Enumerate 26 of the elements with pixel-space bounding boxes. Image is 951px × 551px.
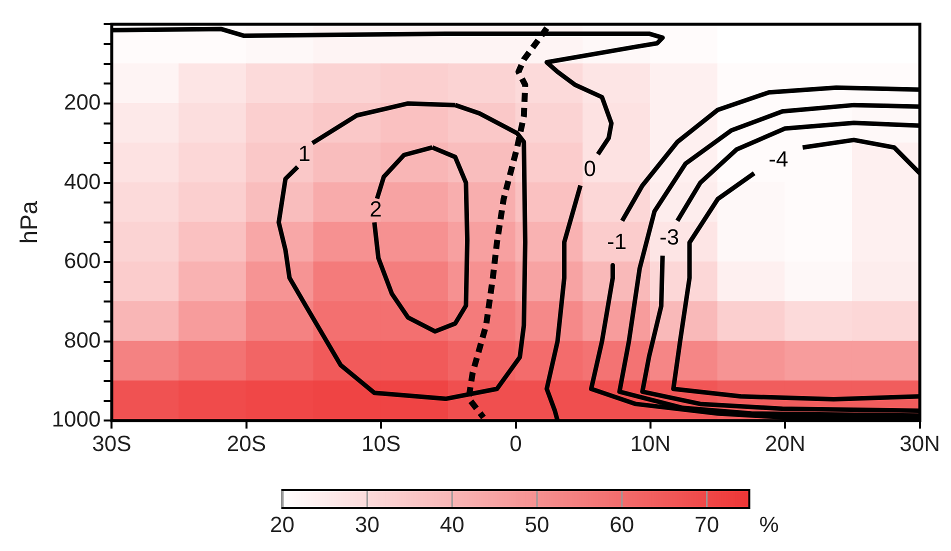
series-label: -3 [660,224,680,250]
y-tick-label: 200 [64,90,101,115]
x-tick-label: 20N [764,430,806,456]
series-label: 1 [298,141,310,166]
series-label: -1 [607,229,627,254]
series-label: -4 [768,146,788,172]
color-bar-label: 60 [610,512,634,538]
y-tick-label: 1000 [52,406,101,432]
y-tick-label: 400 [64,168,101,194]
x-tick-label: 20S [226,430,266,456]
x-tick-label: 30N [900,430,940,456]
series-label: 2 [370,196,382,222]
color-bar-label: 20 [270,512,295,538]
color-bar-title: % [759,512,779,538]
y-tick-label: 800 [64,327,101,352]
x-tick-label: 10S [362,430,401,456]
color-bar-label: 50 [524,512,550,538]
y-tick-label: 600 [64,248,101,274]
color-bar-label: 70 [694,512,720,538]
color-bar-label: 40 [440,512,464,538]
x-tick-label: 10N [630,430,671,456]
x-tick-label: 0 [510,430,522,456]
series-label: 0 [584,156,596,181]
x-tick-label: 30S [92,430,132,456]
color-bar-label: 30 [354,512,380,538]
y-axis-title: hPa [16,200,44,244]
